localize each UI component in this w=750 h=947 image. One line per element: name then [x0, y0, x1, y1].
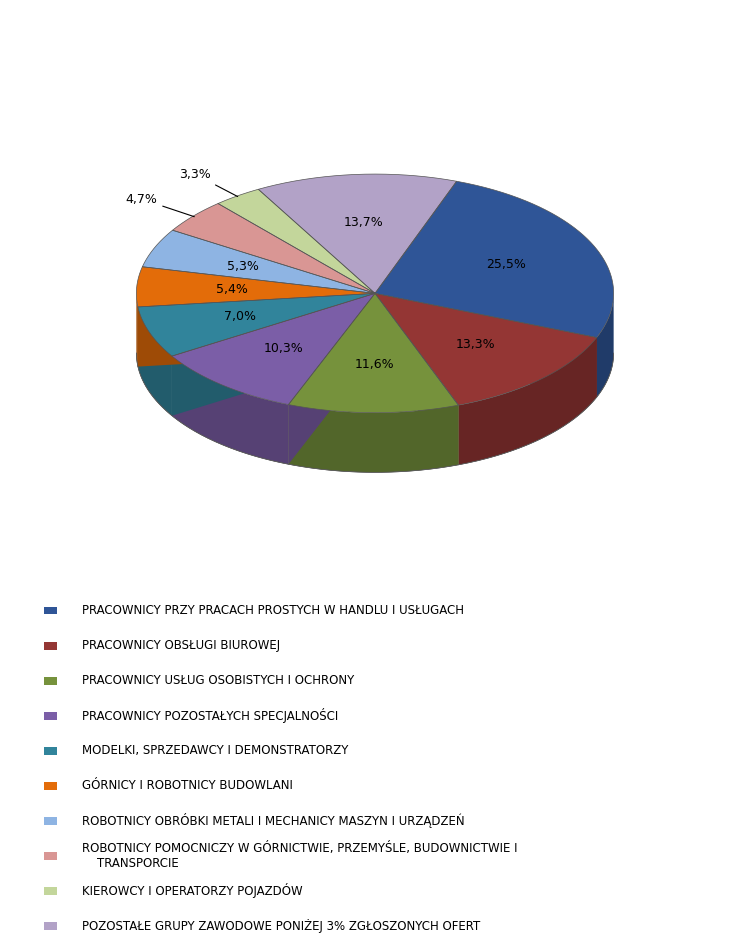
Polygon shape: [136, 267, 375, 307]
Text: 25,5%: 25,5%: [486, 258, 526, 271]
Polygon shape: [172, 294, 375, 416]
Text: ROBOTNICY POMOCNICZY W GÓRNICTWIE, PRZEMYŚLE, BUDOWNICTWIE I
    TRANSPORCIE: ROBOTNICY POMOCNICZY W GÓRNICTWIE, PRZEM…: [82, 842, 518, 870]
Text: POZOSTAŁE GRUPY ZAWODOWE PONIŻEJ 3% ZGŁOSZONYCH OFERT: POZOSTAŁE GRUPY ZAWODOWE PONIŻEJ 3% ZGŁO…: [82, 919, 481, 933]
Polygon shape: [289, 294, 375, 464]
Text: 11,6%: 11,6%: [354, 359, 394, 371]
Polygon shape: [218, 189, 375, 294]
Polygon shape: [172, 356, 289, 464]
Bar: [44, 887, 56, 895]
Polygon shape: [172, 294, 375, 416]
Bar: [44, 817, 56, 825]
Bar: [44, 747, 56, 755]
Polygon shape: [138, 294, 375, 366]
Text: 13,3%: 13,3%: [455, 338, 495, 351]
Text: PRACOWNICY USŁUG OSOBISTYCH I OCHRONY: PRACOWNICY USŁUG OSOBISTYCH I OCHRONY: [82, 674, 355, 688]
Bar: [44, 607, 56, 615]
Text: ROBOTNICY OBRÓBKI METALI I MECHANICY MASZYN I URZĄDZEŃ: ROBOTNICY OBRÓBKI METALI I MECHANICY MAS…: [82, 813, 465, 829]
Bar: [44, 712, 56, 720]
Text: MODELKI, SPRZEDAWCY I DEMONSTRATORZY: MODELKI, SPRZEDAWCY I DEMONSTRATORZY: [82, 744, 349, 758]
Polygon shape: [289, 294, 458, 413]
Polygon shape: [289, 294, 375, 464]
Polygon shape: [375, 294, 597, 405]
Text: 5,3%: 5,3%: [226, 259, 259, 273]
Polygon shape: [142, 230, 375, 294]
Polygon shape: [375, 181, 614, 337]
Polygon shape: [172, 204, 375, 294]
Polygon shape: [375, 294, 458, 465]
Polygon shape: [597, 294, 613, 397]
Polygon shape: [136, 294, 138, 366]
Text: 7,0%: 7,0%: [224, 311, 256, 323]
Polygon shape: [172, 294, 375, 404]
Polygon shape: [458, 337, 597, 465]
Polygon shape: [138, 294, 375, 366]
Text: 10,3%: 10,3%: [263, 342, 303, 355]
Bar: [44, 922, 56, 930]
Text: KIEROWCY I OPERATORZY POJAZDÓW: KIEROWCY I OPERATORZY POJAZDÓW: [82, 884, 303, 899]
Bar: [44, 852, 56, 860]
Text: GÓRNICY I ROBOTNICY BUDOWLANI: GÓRNICY I ROBOTNICY BUDOWLANI: [82, 779, 293, 793]
Polygon shape: [375, 294, 597, 397]
Polygon shape: [258, 174, 457, 294]
Polygon shape: [375, 294, 597, 397]
Text: 3,3%: 3,3%: [179, 168, 238, 197]
Polygon shape: [138, 294, 375, 356]
Text: 5,4%: 5,4%: [216, 283, 248, 295]
Text: 13,7%: 13,7%: [344, 216, 383, 228]
Bar: [44, 642, 56, 650]
Bar: [44, 782, 56, 790]
Bar: [44, 677, 56, 685]
Polygon shape: [375, 294, 458, 465]
Text: PRACOWNICY PRZY PRACACH PROSTYCH W HANDLU I USŁUGACH: PRACOWNICY PRZY PRACACH PROSTYCH W HANDL…: [82, 604, 464, 617]
Text: PRACOWNICY OBSŁUGI BIUROWEJ: PRACOWNICY OBSŁUGI BIUROWEJ: [82, 639, 280, 652]
Polygon shape: [138, 307, 172, 416]
Polygon shape: [289, 404, 458, 473]
Text: 4,7%: 4,7%: [125, 192, 194, 217]
Text: PRACOWNICY POZOSTAŁYCH SPECJALNOŚCI: PRACOWNICY POZOSTAŁYCH SPECJALNOŚCI: [82, 708, 338, 724]
